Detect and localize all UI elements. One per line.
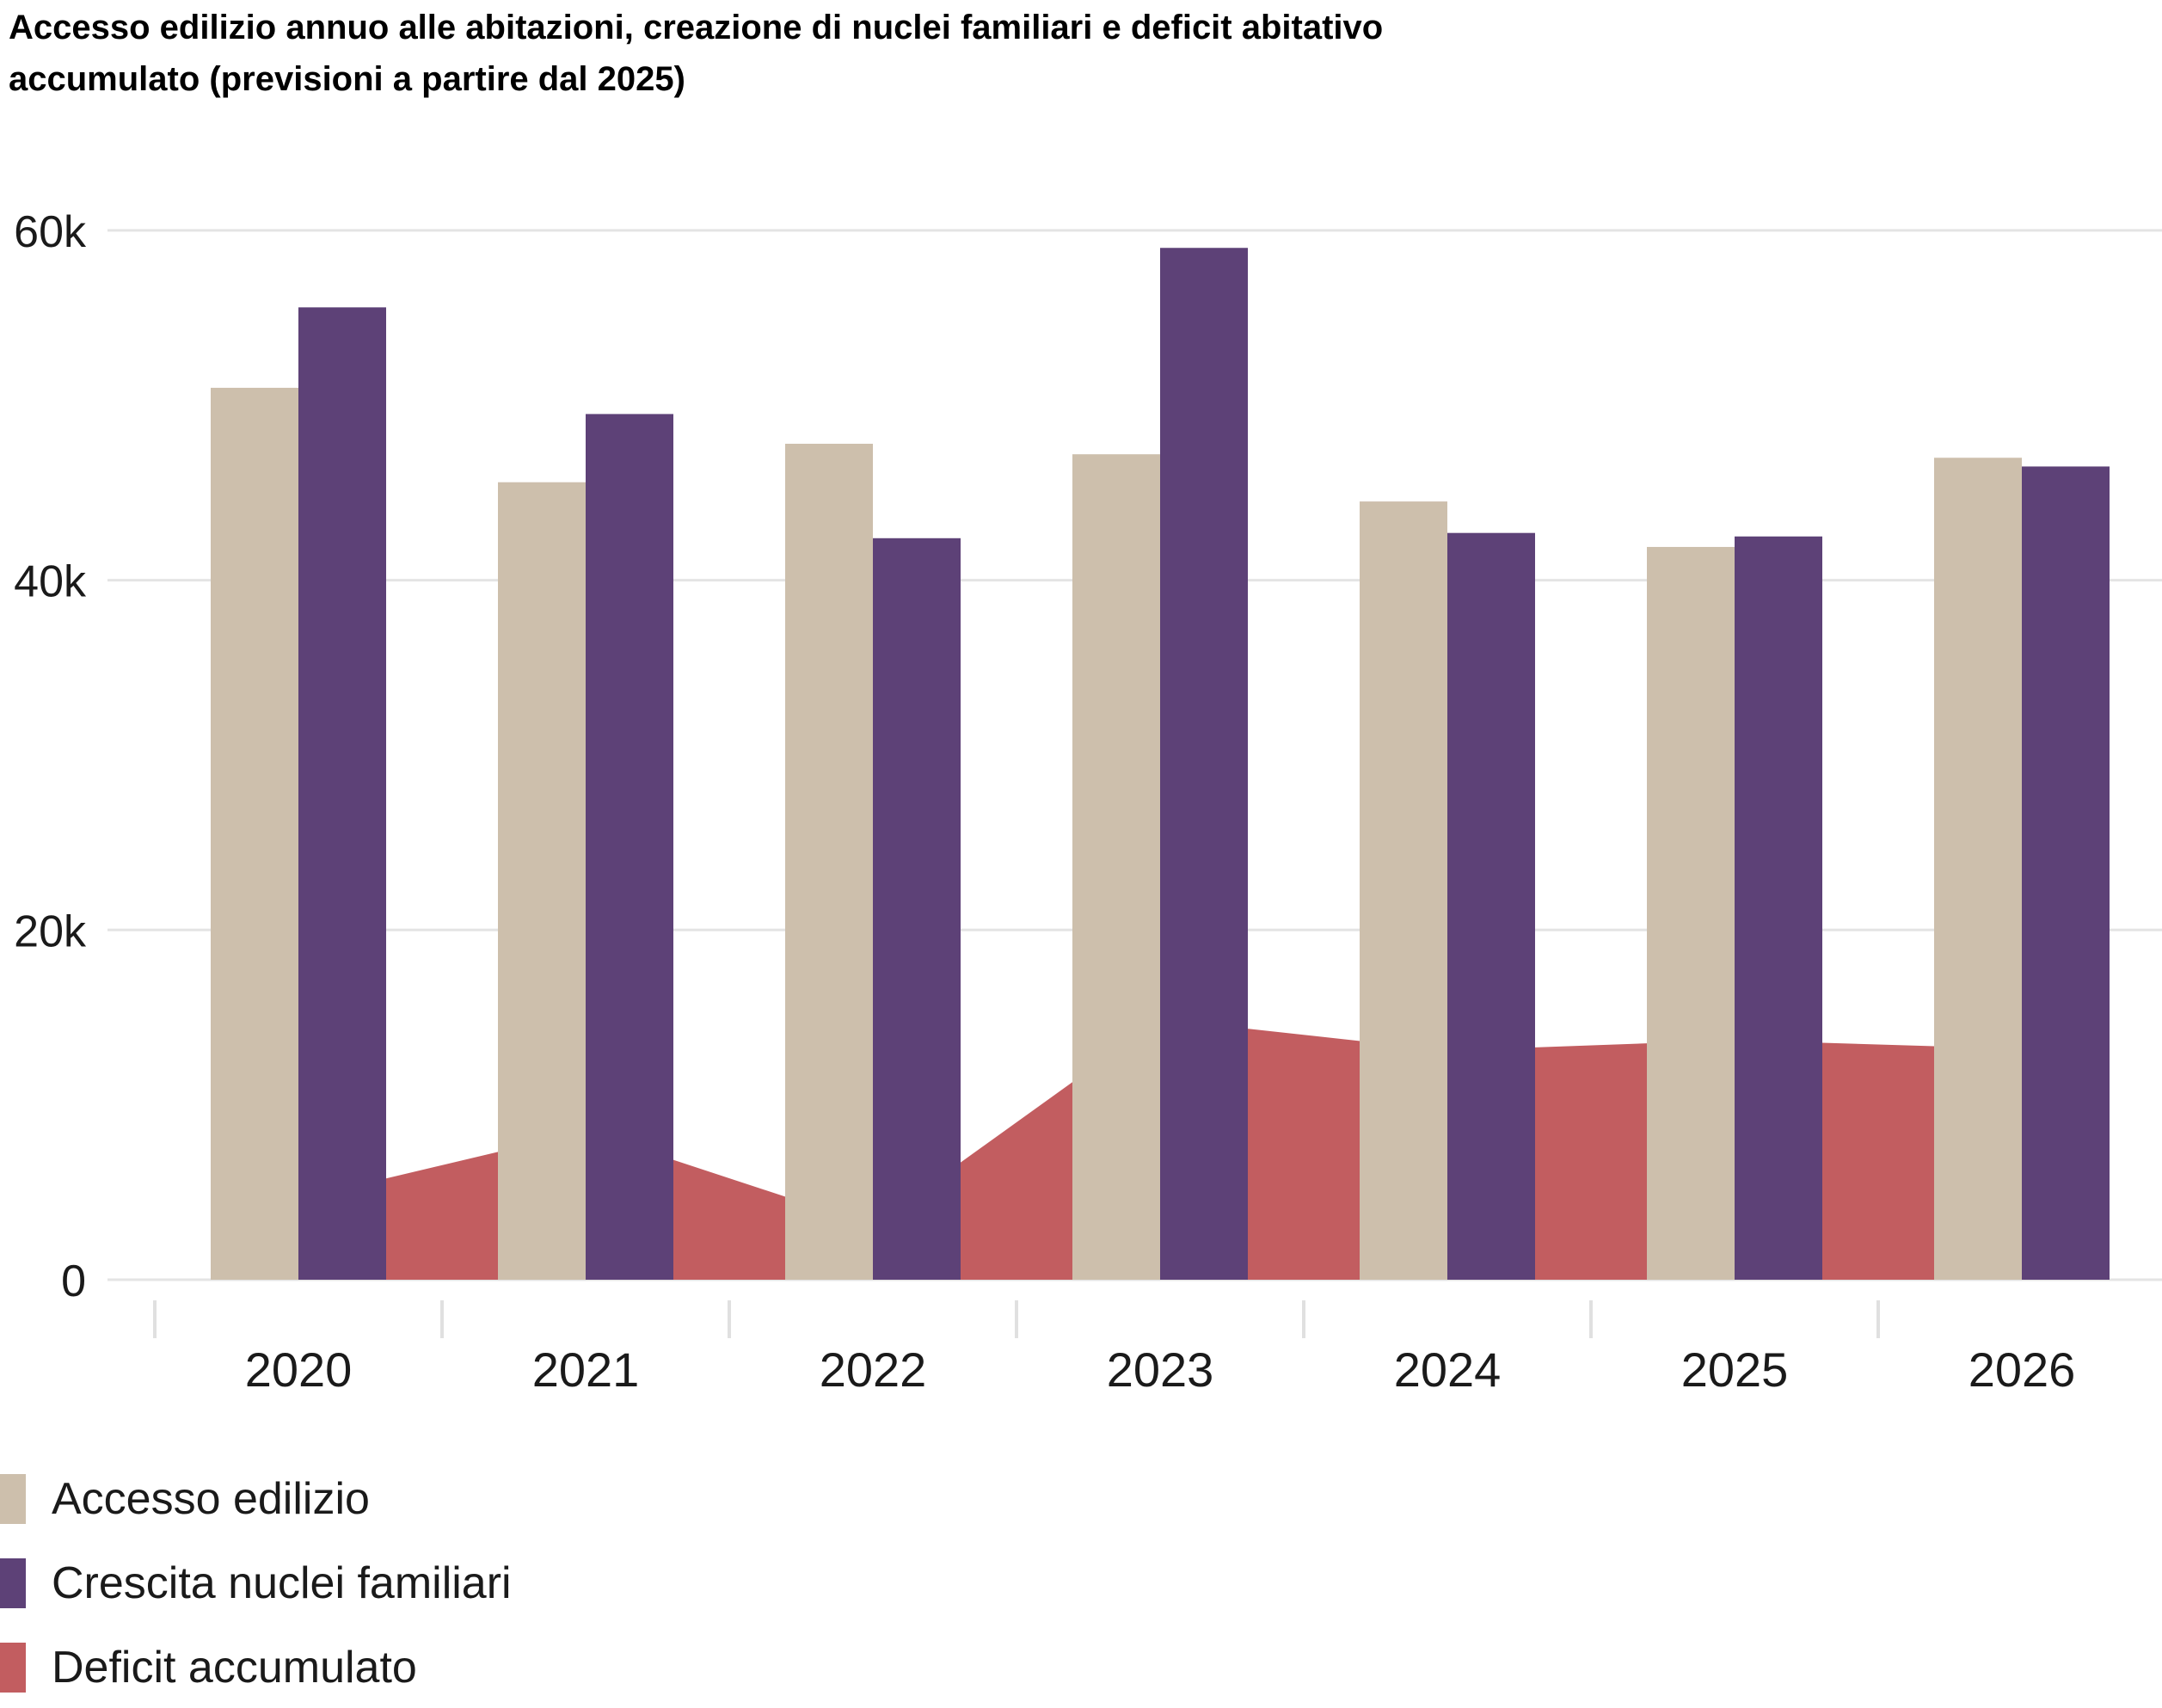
bar-accesso-edilizio-2020 — [211, 387, 298, 1280]
bar-accesso-edilizio-2023 — [1072, 454, 1160, 1280]
x-axis-label-2023: 2023 — [1107, 1342, 1214, 1397]
y-axis-label-0: 0 — [61, 1256, 86, 1306]
y-axis-label-60k: 60k — [14, 207, 87, 257]
x-axis-label-2022: 2022 — [820, 1342, 927, 1397]
legend-label-crescita-nuclei-familiari: Crescita nuclei familiari — [52, 1558, 512, 1608]
bar-crescita-nuclei-familiari-2021 — [586, 414, 673, 1281]
bar-crescita-nuclei-familiari-2020 — [298, 307, 386, 1280]
legend-item-deficit-accumulato: Deficit accumulato — [0, 1643, 417, 1693]
legend-label-accesso-edilizio: Accesso edilizio — [52, 1474, 370, 1524]
legend-swatch-crescita-nuclei-familiari-icon — [0, 1558, 26, 1608]
x-axis-label-2020: 2020 — [245, 1342, 353, 1397]
y-axis-label-40k: 40k — [14, 557, 87, 607]
bar-crescita-nuclei-familiari-2022 — [873, 538, 961, 1280]
x-axis-label-2021: 2021 — [532, 1342, 640, 1397]
legend-label-deficit-accumulato: Deficit accumulato — [52, 1643, 417, 1693]
bar-accesso-edilizio-2021 — [498, 482, 586, 1280]
bar-crescita-nuclei-familiari-2024 — [1447, 532, 1535, 1280]
bar-accesso-edilizio-2026 — [1934, 458, 2022, 1280]
x-axis-label-2025: 2025 — [1681, 1342, 1789, 1397]
legend-swatch-accesso-edilizio-icon — [0, 1474, 26, 1524]
legend-swatch-deficit-accumulato-icon — [0, 1643, 26, 1693]
bar-crescita-nuclei-familiari-2025 — [1735, 536, 1822, 1280]
legend-item-accesso-edilizio: Accesso edilizio — [0, 1474, 370, 1524]
bar-crescita-nuclei-familiari-2026 — [2022, 466, 2110, 1280]
y-axis-label-20k: 20k — [14, 906, 87, 956]
chart-title: Accesso edilizio annuo alle abitazioni, … — [9, 9, 1384, 98]
x-axis-label-2026: 2026 — [1969, 1342, 2076, 1397]
x-axis-label-2024: 2024 — [1394, 1342, 1502, 1397]
bar-accesso-edilizio-2022 — [785, 443, 873, 1280]
bar-accesso-edilizio-2024 — [1360, 501, 1447, 1280]
bar-crescita-nuclei-familiari-2023 — [1160, 248, 1248, 1280]
legend-item-crescita-nuclei-familiari: Crescita nuclei familiari — [0, 1558, 512, 1608]
bar-accesso-edilizio-2025 — [1647, 546, 1735, 1280]
